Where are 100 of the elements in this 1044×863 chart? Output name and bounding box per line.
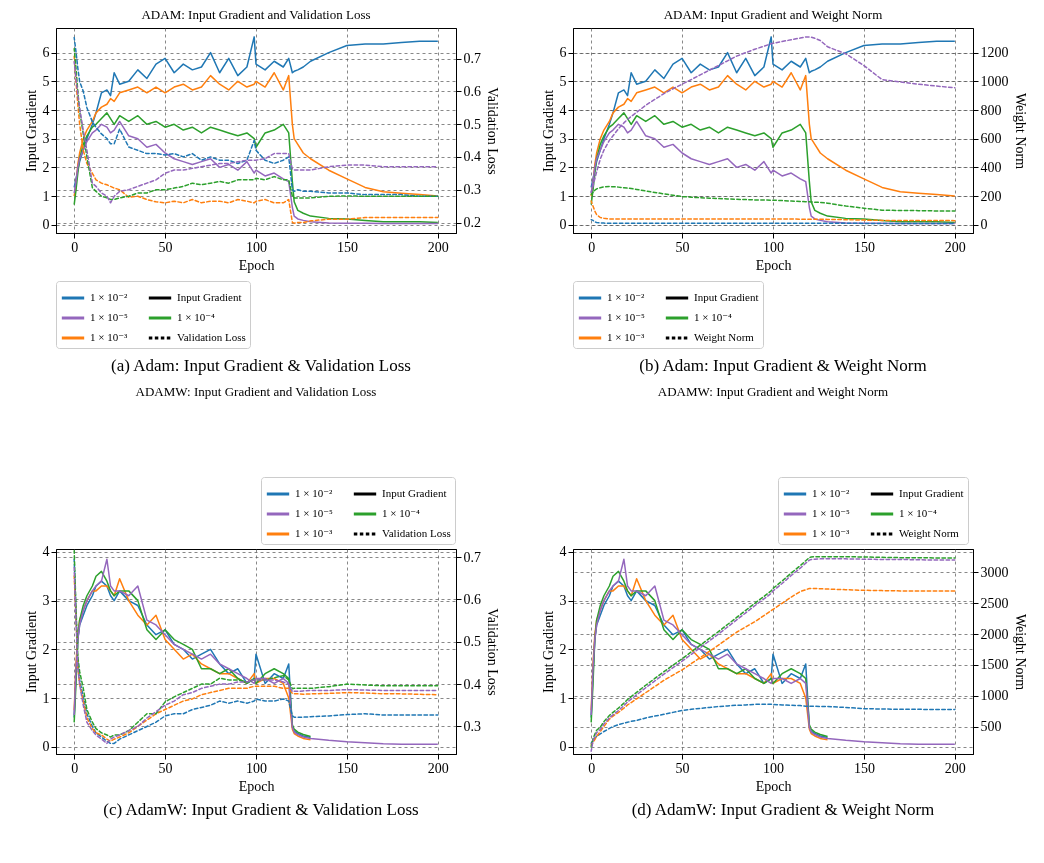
y-tick-label: 1 xyxy=(42,188,49,204)
chart-title: ADAMW: Input Gradient and Validation Loss xyxy=(135,383,376,399)
y-tick-label: 4 xyxy=(42,544,49,560)
y2-tick-label: 600 xyxy=(980,131,1001,147)
y2-tick-label: 2500 xyxy=(980,595,1008,611)
text: (c) AdamW: Input Gradient & Validation Loss xyxy=(103,800,419,820)
legend-label: 1 × 10⁻⁴ xyxy=(898,507,937,519)
legend-label: 1 × 10⁻² xyxy=(294,487,333,499)
legend-label: Weight Norm xyxy=(898,527,959,539)
y-tick-label: 3 xyxy=(559,593,566,609)
chart-title: ADAMW: Input Gradient and Weight Norm xyxy=(657,383,888,399)
y2-tick-label: 0.4 xyxy=(463,149,481,165)
y2-tick-label: 400 xyxy=(980,159,1001,175)
x-tick-label: 0 xyxy=(70,239,78,255)
legend-label: 1 × 10⁻⁴ xyxy=(381,507,420,519)
y-tick-label: 1 xyxy=(559,690,566,706)
line-series xyxy=(72,55,439,224)
y2-axis-title: Validation Loss xyxy=(484,608,500,696)
legend-label: Weight Norm xyxy=(693,331,754,343)
y-tick-label: 5 xyxy=(559,73,566,89)
y2-tick-label: 2000 xyxy=(980,626,1008,642)
y2-axis-title: Weight Norm xyxy=(1012,92,1027,170)
x-tick-label: 200 xyxy=(944,239,966,255)
y2-tick-label: 1000 xyxy=(980,688,1008,704)
legend-label: 1 × 10⁻³ xyxy=(294,527,333,539)
x-axis-title: Epoch xyxy=(238,257,274,273)
y2-tick-label: 0.5 xyxy=(463,634,481,650)
y-tick-label: 1 xyxy=(42,690,49,706)
y-tick-label: 6 xyxy=(42,45,49,61)
y2-tick-label: 0.7 xyxy=(463,549,481,565)
y2-tick-label: 1500 xyxy=(980,657,1008,673)
y-tick-label: 0 xyxy=(559,739,566,755)
x-tick-label: 200 xyxy=(427,760,449,776)
y-tick-label: 4 xyxy=(559,544,566,560)
legend-label: Input Gradient xyxy=(176,291,241,303)
y-axis-title: Input Gradient xyxy=(23,89,38,173)
x-tick-label: 0 xyxy=(587,760,595,776)
legend-label: 1 × 10⁻⁴ xyxy=(176,311,215,323)
y2-tick-label: 0 xyxy=(980,217,987,233)
text: (a) Adam: Input Gradient & Validation Loss xyxy=(111,356,411,376)
legend-label: 1 × 10⁻⁴ xyxy=(693,311,732,323)
chart-title: ADAM: Input Gradient and Validation Loss xyxy=(140,7,371,22)
y-axis-title: Input Gradient xyxy=(540,89,555,173)
x-tick-label: 0 xyxy=(70,760,78,776)
y-tick-label: 2 xyxy=(42,641,49,657)
legend-label: 1 × 10⁻² xyxy=(811,487,850,499)
legend-label: 1 × 10⁻² xyxy=(606,291,645,303)
x-tick-label: 0 xyxy=(587,239,595,255)
y-axis-title: Input Gradient xyxy=(540,610,555,694)
text: (d) AdamW: Input Gradient & Weight Norm xyxy=(631,800,935,820)
y2-tick-label: 500 xyxy=(980,719,1001,735)
x-tick-label: 50 xyxy=(675,239,690,255)
line-series xyxy=(589,200,956,222)
legend-label: Validation Loss xyxy=(381,527,451,539)
y2-axis-title: Validation Loss xyxy=(484,87,500,175)
y-tick-label: 3 xyxy=(42,131,49,147)
legend-label: 1 × 10⁻³ xyxy=(89,331,128,343)
x-tick-label: 50 xyxy=(158,239,173,255)
x-tick-label: 150 xyxy=(853,239,875,255)
legend-label: 1 × 10⁻³ xyxy=(811,527,850,539)
y-tick-label: 0 xyxy=(559,217,566,233)
x-tick-label: 200 xyxy=(944,760,966,776)
line-series xyxy=(589,703,956,744)
y-tick-label: 2 xyxy=(42,159,49,175)
y2-tick-label: 200 xyxy=(980,188,1001,204)
y2-tick-label: 0.5 xyxy=(463,116,481,132)
y-tick-label: 3 xyxy=(42,593,49,609)
y2-tick-label: 0.2 xyxy=(463,215,481,230)
legend-label: 1 × 10⁻⁵ xyxy=(294,507,333,519)
y2-tick-label: 0.3 xyxy=(463,182,481,198)
y2-tick-label: 800 xyxy=(980,102,1001,118)
y-axis-title: Input Gradient xyxy=(23,610,38,694)
chart-title: ADAM: Input Gradient and Weight Norm xyxy=(663,7,882,22)
y2-axis-title: Weight Norm xyxy=(1012,613,1027,691)
y-tick-label: 5 xyxy=(42,73,49,89)
x-tick-label: 50 xyxy=(675,760,690,776)
y-tick-label: 0 xyxy=(42,739,49,755)
x-tick-label: 50 xyxy=(158,760,173,776)
legend-label: Input Gradient xyxy=(898,487,963,499)
y-tick-label: 1 xyxy=(559,188,566,204)
legend-label: 1 × 10⁻⁵ xyxy=(606,311,645,323)
y-tick-label: 3 xyxy=(559,131,566,147)
legend-label: 1 × 10⁻⁵ xyxy=(811,507,850,519)
y-tick-label: 4 xyxy=(42,102,49,118)
y-tick-label: 2 xyxy=(559,641,566,657)
x-axis-title: Epoch xyxy=(755,778,791,794)
y-tick-label: 4 xyxy=(559,102,566,118)
x-tick-label: 100 xyxy=(245,760,267,776)
y2-tick-label: 3000 xyxy=(980,564,1008,580)
y2-tick-label: 0.6 xyxy=(463,591,481,607)
x-tick-label: 150 xyxy=(336,239,358,255)
legend-label: Input Gradient xyxy=(381,487,446,499)
legend-label: Validation Loss xyxy=(176,331,246,343)
y2-tick-label: 1000 xyxy=(980,73,1008,89)
text: (b) Adam: Input Gradient & Weight Norm xyxy=(639,356,927,376)
x-tick-label: 100 xyxy=(245,239,267,255)
x-axis-title: Epoch xyxy=(755,257,791,273)
legend-label: Input Gradient xyxy=(693,291,758,303)
x-tick-label: 150 xyxy=(336,760,358,776)
y2-tick-label: 0.3 xyxy=(463,718,481,734)
